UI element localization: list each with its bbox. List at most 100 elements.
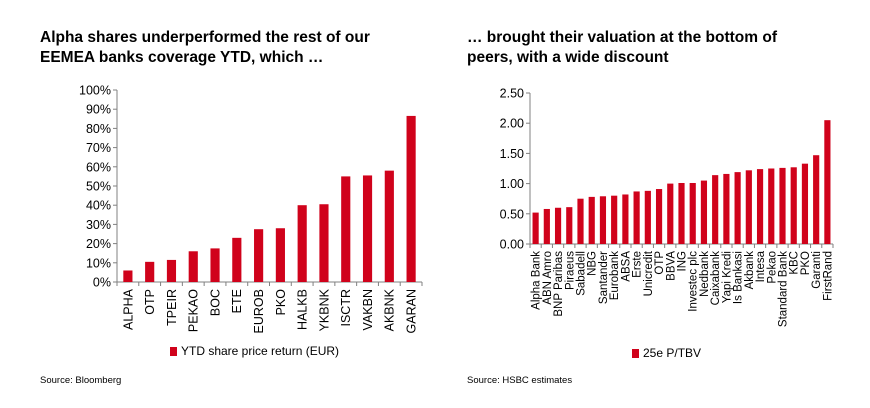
x-tick-label: Akbank (744, 251, 756, 290)
y-tick-label: 2.50 (500, 87, 524, 101)
x-tick-label: TPEIR (165, 289, 179, 326)
y-tick-label: 100% (79, 84, 111, 98)
bar (689, 182, 696, 244)
right-chart-source: Source: HSBC estimates (467, 375, 573, 386)
bar (655, 189, 663, 244)
y-tick-label: 1.50 (500, 147, 524, 161)
x-tick-label: Sabadell (576, 251, 588, 296)
bar (712, 175, 719, 244)
bar (611, 195, 618, 244)
bar (622, 194, 629, 244)
bar (790, 167, 797, 244)
y-tick-label: 10% (86, 256, 111, 270)
bar (723, 173, 730, 244)
bar (678, 182, 685, 244)
left-title-line-1: Alpha shares underperformed the rest of … (40, 29, 370, 46)
y-tick-label: 60% (86, 160, 111, 174)
bar (745, 170, 752, 244)
bar (644, 190, 651, 244)
y-tick-label: 40% (86, 199, 111, 213)
right-title-line-2: peers, with a wide discount (467, 49, 669, 66)
right-chart-panel: … brought their valuation at the bottom … (435, 0, 870, 408)
left-chart-title: Alpha shares underperformed the rest of … (40, 28, 370, 68)
left-chart-source: Source: Bloomberg (40, 375, 122, 386)
x-tick-label: ETE (230, 289, 244, 313)
bar (700, 180, 708, 244)
x-tick-label: ING (677, 251, 689, 272)
bar (813, 155, 820, 244)
bar (633, 191, 640, 244)
left-bar-chart: 0% 10% 20% 30% 40% 50% 60% 70% 80% 90% 100% ALPHA OT… (79, 84, 423, 358)
x-tick-label: GARAN (404, 289, 418, 333)
bar (554, 207, 562, 244)
bar (801, 163, 809, 244)
x-tick-label: Is Bankasi (733, 251, 745, 304)
x-tick-label: VAKBN (361, 289, 375, 330)
right-bar-chart: 0.00 0.50 1.00 1.50 2.00 2.50 Alpha Bank ABN Am… (500, 87, 835, 361)
x-tick-label: Standard Bank (778, 251, 790, 327)
right-chart-title: … brought their valuation at the bottom … (467, 28, 777, 68)
x-tick-label: YKBNK (317, 288, 331, 331)
bar (543, 208, 550, 244)
legend-label: 25e P/TBV (643, 346, 701, 360)
x-tick-label: Erste (632, 251, 644, 278)
x-tick-label: Garanti (811, 251, 823, 289)
bar (406, 115, 416, 282)
left-chart-panel: Alpha shares underperformed the rest of … (40, 28, 423, 386)
bar (232, 237, 242, 282)
y-tick-label: 0.00 (500, 238, 524, 252)
left-title-line-2: EEMEA banks coverage YTD, which … (40, 49, 324, 66)
x-tick-label: HALKB (296, 289, 310, 330)
bar (145, 261, 155, 282)
bar (210, 248, 220, 282)
y-tick-label: 20% (86, 237, 111, 251)
x-tick-label: Eurobank (609, 251, 621, 300)
y-tick-label: 2.00 (500, 117, 524, 131)
x-tick-label: BOC (208, 289, 222, 316)
x-tick-label: PKO (274, 289, 288, 316)
x-tick-label: Caixabank (710, 251, 722, 306)
x-tick-label: EUROB (252, 289, 266, 333)
y-tick-label: 70% (86, 141, 111, 155)
legend-label: YTD share price return (EUR) (181, 344, 339, 358)
x-tick-label: OTP (654, 251, 666, 275)
bar (275, 228, 285, 282)
y-tick-label: 50% (86, 180, 111, 194)
y-tick-label: 80% (86, 122, 111, 136)
bar (824, 120, 831, 244)
bar (319, 204, 329, 282)
bar (384, 170, 394, 282)
x-tick-label: ISCTR (339, 289, 353, 327)
x-tick-label: Investec plc (688, 251, 700, 312)
x-tick-label: Pekao (766, 251, 778, 284)
y-tick-label: 0% (93, 276, 111, 290)
x-tick-label: Nedbank (699, 251, 711, 297)
y-tick-label: 90% (86, 103, 111, 117)
bar (532, 212, 539, 244)
bar (734, 172, 741, 244)
right-title-line-1: … brought their valuation at the bottom … (467, 29, 777, 46)
bar (297, 205, 307, 282)
x-tick-label: Santander (598, 251, 610, 304)
x-tick-label: Piraeus (564, 251, 576, 290)
bar (341, 176, 351, 282)
x-tick-label: ABSA (620, 251, 632, 282)
bar (166, 259, 177, 282)
bar (588, 196, 595, 244)
bar (123, 270, 133, 282)
x-tick-label: ALPHA (121, 288, 135, 330)
x-tick-label: AKBNK (383, 288, 397, 331)
y-tick-label: 1.00 (500, 177, 524, 191)
legend-swatch (632, 349, 639, 358)
bar (768, 168, 775, 244)
x-tick-label: Unicredit (643, 250, 655, 296)
y-tick-label: 0.50 (500, 207, 524, 221)
x-tick-label: FirstRand (822, 251, 834, 301)
bar (566, 207, 573, 244)
x-tick-label: ABN Amro (542, 251, 554, 305)
x-tick-label: PEKAO (187, 289, 201, 332)
x-tick-label: OTP (143, 289, 157, 315)
bar (577, 198, 584, 244)
bar (188, 251, 198, 282)
x-tick-label: Yapi Kredi (721, 251, 733, 303)
